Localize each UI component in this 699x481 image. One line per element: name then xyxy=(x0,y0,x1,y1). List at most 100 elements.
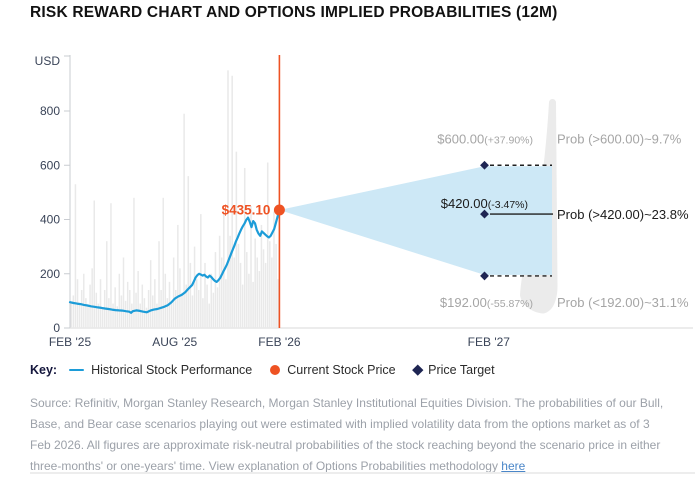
volume-bar xyxy=(139,303,141,328)
volume-bar xyxy=(243,167,246,328)
scenario-price-label: $600.00(+37.90%) xyxy=(437,131,533,146)
diamond-marker-icon xyxy=(412,364,423,376)
historical-price-line xyxy=(68,208,281,314)
volume-bar xyxy=(206,284,208,328)
volume-bar xyxy=(260,224,263,329)
volume-bar xyxy=(218,235,221,328)
volume-bar xyxy=(252,281,254,328)
legend-label: Price Target xyxy=(428,363,495,377)
legend-item-price-target: Price Target xyxy=(412,363,495,377)
y-tick-label: 200 xyxy=(40,267,60,281)
current-price-label: $435.10 xyxy=(222,202,271,217)
volume-bar xyxy=(87,306,89,328)
y-tick-label: 400 xyxy=(40,213,60,227)
volume-bar xyxy=(204,262,206,328)
volume-bar xyxy=(189,262,192,328)
methodology-link[interactable]: here xyxy=(501,459,526,474)
volume-bar xyxy=(250,205,252,328)
volume-bar xyxy=(175,290,177,328)
volume-bar xyxy=(147,290,150,328)
legend-item-current-price: Current Stock Price xyxy=(270,363,396,377)
bottom-divider xyxy=(30,472,695,474)
volume-bar xyxy=(110,203,112,328)
volume-bar xyxy=(202,298,204,328)
volume-bar xyxy=(200,214,202,328)
current-price-dot xyxy=(273,204,285,216)
volume-bar xyxy=(179,268,181,328)
volume-bar xyxy=(172,257,175,328)
volume-bar xyxy=(277,279,279,328)
key-label: Key: xyxy=(30,363,58,377)
source-note: Source: Refinitiv, Morgan Stanley Resear… xyxy=(30,393,671,477)
volume-bar xyxy=(124,300,127,329)
source-text: Source: Refinitiv, Morgan Stanley Resear… xyxy=(30,396,664,474)
volume-bar xyxy=(101,307,104,328)
volume-bar xyxy=(269,241,271,328)
volume-bar xyxy=(266,162,269,328)
dot-marker-icon xyxy=(270,365,281,375)
volume-bar xyxy=(158,241,160,328)
volume-bar xyxy=(191,295,194,328)
y-tick-label: 600 xyxy=(40,158,60,172)
price-target-diamond xyxy=(480,160,489,170)
volume-bar xyxy=(216,287,219,328)
volume-bar xyxy=(72,295,75,328)
legend-label: Current Stock Price xyxy=(287,363,396,377)
scenario-price-label: $192.00(-55.87%) xyxy=(440,295,533,310)
volume-bar xyxy=(239,262,242,328)
volume-bar xyxy=(95,292,98,328)
volume-bar xyxy=(248,273,250,328)
volume-bar xyxy=(262,249,265,328)
y-axis-unit: USD xyxy=(35,54,61,68)
volume-bar xyxy=(70,302,72,328)
volume-bar xyxy=(93,200,95,328)
volume-bar xyxy=(273,211,275,328)
volume-bar xyxy=(183,113,185,329)
volume-bar xyxy=(195,279,198,328)
volume-bar xyxy=(264,262,267,328)
volume-bar xyxy=(137,271,139,328)
volume-bar xyxy=(197,290,200,328)
legend-item-historical: Historical Stock Performance xyxy=(69,363,252,377)
volume-bar xyxy=(237,243,240,328)
volume-bar xyxy=(233,257,236,328)
probability-cone xyxy=(279,166,552,275)
price-target-diamond xyxy=(480,271,489,281)
volume-bar xyxy=(122,257,125,328)
volume-bar xyxy=(160,290,162,328)
volume-bar xyxy=(97,303,100,328)
volume-bar xyxy=(118,273,121,328)
volume-bar xyxy=(99,279,102,328)
volume-bar xyxy=(246,252,248,328)
line-marker-icon xyxy=(69,368,85,372)
volume-bar xyxy=(212,292,215,328)
risk-reward-chart: USD 0 200 400 600 800 FEB '25 AUG '25 FEB '26 FEB… xyxy=(35,54,693,349)
volume-bar xyxy=(145,307,148,328)
volume-bar xyxy=(91,268,93,328)
volume-bar xyxy=(241,284,244,328)
x-tick-label: FEB '27 xyxy=(468,335,511,349)
volume-bar xyxy=(164,273,167,328)
chart-key: Key: Historical Stock Performance Curren… xyxy=(30,363,503,377)
volume-bar xyxy=(114,287,116,328)
volume-bar xyxy=(126,281,129,328)
volume-bar xyxy=(120,295,123,328)
volume-bar xyxy=(227,70,229,328)
volume-bars xyxy=(70,70,279,329)
scenario-price-label: $420.00(-3.47%) xyxy=(441,196,528,211)
volume-bar xyxy=(141,284,144,328)
volume-bar xyxy=(108,298,110,328)
volume-bar xyxy=(229,235,231,328)
volume-bar xyxy=(152,295,154,328)
volume-bar xyxy=(170,303,173,328)
volume-bar xyxy=(154,279,156,328)
x-tick-label: AUG '25 xyxy=(152,335,197,349)
y-tick-label: 800 xyxy=(40,104,60,118)
volume-bar xyxy=(166,298,169,328)
volume-bar xyxy=(214,252,217,328)
volume-bar xyxy=(83,273,85,328)
volume-bar xyxy=(112,303,114,328)
legend-label: Historical Stock Performance xyxy=(91,363,253,377)
volume-bar xyxy=(106,241,108,328)
